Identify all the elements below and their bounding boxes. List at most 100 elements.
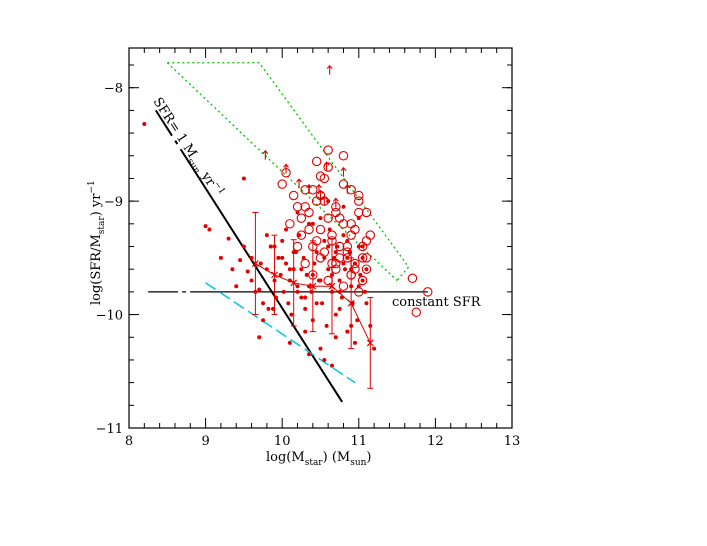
data-point [345, 255, 350, 260]
data-point-open [296, 213, 307, 223]
binned-mean-marker [309, 282, 317, 290]
data-point-open [334, 213, 345, 223]
data-point [258, 261, 263, 266]
data-point [307, 221, 312, 226]
data-point [266, 306, 271, 311]
axis-ticks: 8 9 10 11 12 13 −8 −9 −10 −11 [96, 48, 521, 449]
data-point-open [354, 190, 364, 201]
upper-limit-arrowhead [316, 183, 322, 189]
data-point-open [407, 273, 418, 284]
upper-limit-arrowhead [340, 166, 347, 172]
data-point-open [346, 270, 356, 280]
data-point [349, 284, 354, 289]
data-point [341, 204, 346, 209]
data-point [261, 318, 266, 323]
data-point [355, 318, 360, 323]
data-point-open [277, 179, 287, 189]
data-point-open [342, 247, 353, 257]
data-point [314, 301, 319, 306]
data-point [303, 295, 308, 300]
data-point [287, 267, 292, 272]
data-point [281, 289, 286, 294]
data-point [327, 227, 332, 232]
y-axis-label: log(SFR/Mstar) yr−1 [87, 180, 107, 305]
data-point [268, 244, 273, 249]
x-tick-label: 8 [125, 434, 133, 449]
data-point [337, 306, 342, 311]
data-point [299, 267, 304, 272]
data-point [318, 216, 323, 221]
data-point [291, 250, 296, 255]
data-point [333, 335, 338, 340]
data-point [309, 289, 314, 294]
binned-mean-marker [366, 339, 374, 347]
data-point [360, 244, 365, 249]
data-point-open [315, 224, 326, 235]
data-point [274, 295, 279, 300]
data-point [276, 255, 281, 260]
x-tick-label: 12 [427, 434, 444, 449]
data-point-open [323, 213, 333, 223]
x-tick-label: 13 [504, 434, 521, 449]
data-point-open [357, 275, 368, 286]
data-point-open [323, 162, 333, 172]
data-point [322, 357, 327, 362]
data-point [295, 284, 300, 289]
data-point [341, 261, 346, 266]
upper-limit-arrowhead [323, 161, 330, 166]
data-point [337, 289, 342, 294]
data-point-open [319, 247, 330, 257]
annotation-sfr-one: SFR= 1 Msun yr−1 [147, 94, 227, 202]
data-point-open [285, 219, 295, 229]
data-point [341, 233, 346, 238]
data-point [284, 261, 289, 266]
data-point-open [300, 202, 310, 212]
data-point [295, 210, 300, 215]
data-point [335, 244, 340, 249]
data-point [218, 255, 223, 260]
data-point [257, 287, 262, 292]
data-point [312, 261, 317, 266]
data-point [314, 250, 319, 255]
data-point [310, 318, 315, 323]
upper-limit-arrowhead [296, 178, 302, 183]
data-point [278, 272, 283, 277]
plot-frame [128, 47, 513, 429]
data-point [324, 323, 329, 328]
data-point [207, 227, 212, 232]
data-point [333, 312, 338, 317]
y-tick-label: −10 [96, 309, 123, 324]
data-point [226, 236, 231, 241]
data-point-open [315, 171, 326, 181]
data-point [304, 272, 309, 277]
data-point [333, 250, 338, 255]
upper-limit-arrowhead [344, 183, 351, 189]
data-point [257, 335, 262, 340]
binned-mean-marker [271, 271, 278, 279]
y-tick-label: −9 [104, 195, 123, 210]
data-point [310, 272, 315, 277]
upper-limit-arrowhead [332, 197, 339, 202]
data-point-open [338, 281, 349, 291]
data-point-open [411, 307, 421, 318]
sfr-one-line [154, 109, 360, 429]
data-point [299, 295, 304, 300]
data-point [343, 267, 348, 272]
data-point-open [327, 236, 337, 246]
data-point-open [422, 287, 433, 297]
data-point [264, 267, 269, 272]
data-point [358, 272, 363, 277]
data-point [272, 244, 277, 249]
data-point-open [296, 230, 307, 240]
reference-lines [148, 62, 428, 429]
upper-limit-arrowhead [326, 64, 333, 70]
data-point [310, 221, 315, 226]
data-point [368, 323, 373, 328]
data-point [360, 278, 365, 283]
data-point [364, 267, 369, 272]
data-point-open [361, 253, 372, 263]
x-tick-label: 11 [351, 434, 368, 449]
data-point-open [357, 253, 368, 263]
data-point [347, 250, 352, 255]
